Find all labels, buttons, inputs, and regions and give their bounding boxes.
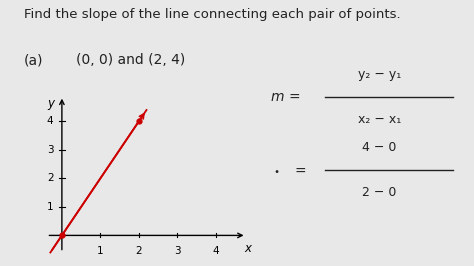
Text: (a): (a) [24,53,43,67]
Text: 3: 3 [174,246,181,256]
Text: 2: 2 [47,173,54,184]
Text: $\bullet$: $\bullet$ [273,165,279,175]
Text: Find the slope of the line connecting each pair of points.: Find the slope of the line connecting ea… [24,8,401,21]
Text: 1: 1 [97,246,104,256]
Text: 4: 4 [47,117,54,126]
Text: 2: 2 [136,246,142,256]
Text: $m\,=$: $m\,=$ [270,90,301,104]
Text: $=$: $=$ [292,163,306,177]
Text: 4 − 0: 4 − 0 [362,141,396,154]
Text: x: x [245,242,252,255]
Text: 3: 3 [47,145,54,155]
Text: 1: 1 [47,202,54,212]
Text: (0, 0) and (2, 4): (0, 0) and (2, 4) [76,53,185,67]
Text: y: y [47,97,55,110]
Text: 4: 4 [212,246,219,256]
Text: x₂ − x₁: x₂ − x₁ [357,113,401,126]
Text: y₂ − y₁: y₂ − y₁ [357,68,401,81]
Text: 2 − 0: 2 − 0 [362,186,396,199]
